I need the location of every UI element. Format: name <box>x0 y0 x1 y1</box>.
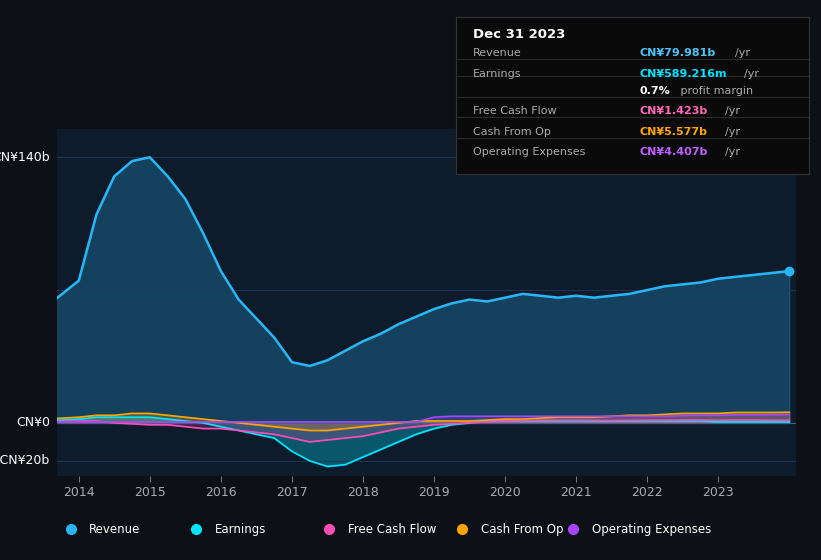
Text: /yr: /yr <box>725 127 740 137</box>
Text: CN¥140b: CN¥140b <box>0 151 50 164</box>
Text: CN¥4.407b: CN¥4.407b <box>640 147 708 157</box>
Text: /yr: /yr <box>725 106 740 116</box>
Text: Earnings: Earnings <box>474 68 522 78</box>
Text: /yr: /yr <box>725 147 740 157</box>
Text: profit margin: profit margin <box>677 86 754 96</box>
Text: 0.7%: 0.7% <box>640 86 670 96</box>
Text: Cash From Op: Cash From Op <box>481 522 563 536</box>
Text: CN¥79.981b: CN¥79.981b <box>640 48 715 58</box>
Text: CN¥1.423b: CN¥1.423b <box>640 106 708 116</box>
Text: Cash From Op: Cash From Op <box>474 127 551 137</box>
Text: Free Cash Flow: Free Cash Flow <box>348 522 436 536</box>
Text: /yr: /yr <box>735 48 750 58</box>
Text: -CN¥20b: -CN¥20b <box>0 454 50 468</box>
Text: Revenue: Revenue <box>474 48 522 58</box>
Text: CN¥5.577b: CN¥5.577b <box>640 127 707 137</box>
Text: Free Cash Flow: Free Cash Flow <box>474 106 557 116</box>
Text: Operating Expenses: Operating Expenses <box>474 147 585 157</box>
Text: /yr: /yr <box>744 68 759 78</box>
Text: Earnings: Earnings <box>215 522 266 536</box>
Text: Dec 31 2023: Dec 31 2023 <box>474 28 566 41</box>
Text: Operating Expenses: Operating Expenses <box>591 522 711 536</box>
Text: Revenue: Revenue <box>89 522 140 536</box>
Text: CN¥0: CN¥0 <box>16 417 50 430</box>
Text: CN¥589.216m: CN¥589.216m <box>640 68 727 78</box>
